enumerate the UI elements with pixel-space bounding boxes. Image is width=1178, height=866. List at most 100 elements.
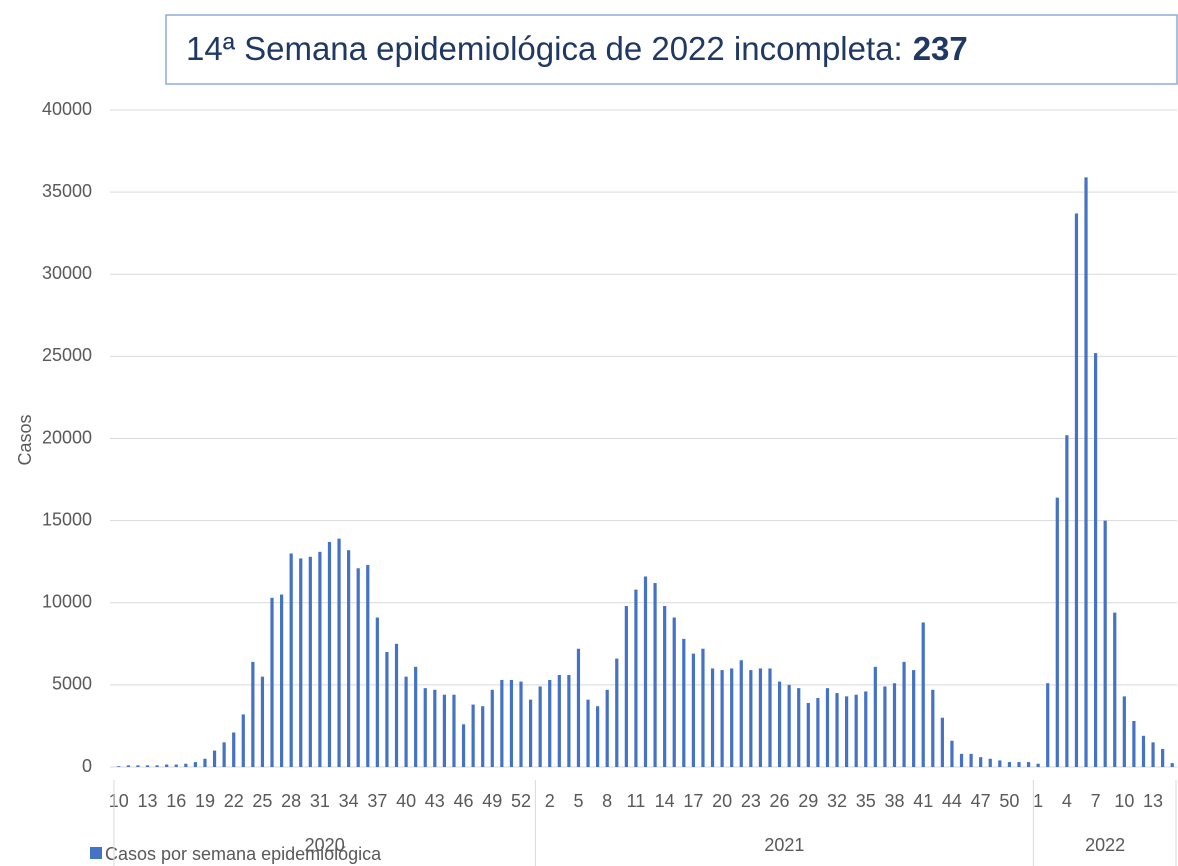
- x-tick-label: 44: [942, 791, 962, 811]
- bar: [1017, 762, 1021, 767]
- bar: [1141, 735, 1146, 767]
- bar: [979, 757, 983, 767]
- bar: [1151, 742, 1155, 767]
- bar: [873, 666, 877, 767]
- bar: [1132, 721, 1136, 767]
- bar: [1074, 213, 1079, 768]
- bar: [289, 553, 293, 767]
- bar: [165, 764, 169, 767]
- bar: [528, 699, 533, 767]
- bar: [1113, 612, 1117, 767]
- bar: [548, 679, 552, 767]
- legend-swatch: [90, 847, 102, 859]
- y-tick-label: 10000: [42, 592, 92, 612]
- x-tick-label: 13: [138, 791, 158, 811]
- bar: [596, 706, 600, 767]
- x-tick-label: 2: [545, 791, 555, 811]
- bar: [404, 676, 408, 767]
- bar: [356, 568, 360, 767]
- bar: [212, 750, 217, 767]
- bar: [193, 762, 198, 767]
- bar: [222, 742, 226, 767]
- bar: [643, 576, 648, 767]
- x-tick-label: 14: [655, 791, 675, 811]
- bar: [787, 684, 791, 767]
- x-tick-label: 37: [367, 791, 387, 811]
- group-label: 2021: [764, 835, 804, 855]
- bar: [931, 689, 935, 767]
- x-tick-label: 23: [741, 791, 761, 811]
- x-tick-label: 46: [454, 791, 474, 811]
- chart-title: 14ª Semana epidemiológica de 2022 incomp…: [186, 30, 968, 67]
- bar: [452, 694, 456, 767]
- x-tick-label: 10: [1114, 791, 1134, 811]
- bar: [1093, 353, 1098, 767]
- bar: [251, 661, 255, 767]
- x-tick-label: 25: [252, 791, 272, 811]
- y-tick-label: 35000: [42, 181, 92, 201]
- bar: [835, 693, 839, 767]
- x-tick-label: 16: [166, 791, 186, 811]
- bar: [883, 686, 887, 767]
- bar: [279, 594, 284, 767]
- bar: [768, 668, 772, 767]
- bar: [749, 670, 753, 767]
- y-tick-label: 5000: [52, 674, 92, 694]
- y-tick-label: 40000: [42, 99, 92, 119]
- bar: [1007, 762, 1012, 767]
- y-tick-label: 20000: [42, 427, 92, 447]
- bar: [825, 688, 830, 767]
- bar: [471, 704, 475, 767]
- bar: [969, 753, 973, 767]
- bar: [797, 688, 801, 767]
- bar: [1026, 762, 1031, 767]
- bar: [538, 686, 542, 767]
- bar: [490, 689, 494, 767]
- bar: [720, 670, 724, 767]
- bar: [691, 653, 695, 767]
- bar: [816, 698, 820, 767]
- bar: [509, 679, 514, 767]
- x-tick-label: 1: [1033, 791, 1043, 811]
- bar: [845, 696, 849, 767]
- bar: [557, 675, 561, 767]
- bar: [854, 694, 858, 767]
- x-tick-label: 20: [712, 791, 732, 811]
- x-tick-label: 52: [511, 791, 531, 811]
- x-tick-label: 49: [482, 791, 502, 811]
- bar: [1036, 763, 1040, 767]
- x-tick-label: 26: [770, 791, 790, 811]
- y-tick-label: 25000: [42, 345, 92, 365]
- bar: [758, 668, 763, 767]
- title-value: 237: [913, 30, 968, 67]
- bar: [1103, 520, 1107, 767]
- bar: [414, 666, 418, 767]
- bar: [701, 648, 705, 767]
- bar: [567, 675, 571, 767]
- bar: [337, 538, 341, 767]
- bar: [241, 714, 245, 767]
- bar: [155, 765, 159, 767]
- bar: [1170, 763, 1174, 767]
- x-tick-label: 47: [971, 791, 991, 811]
- bar: [682, 638, 686, 767]
- bar: [126, 765, 130, 767]
- x-tick-label: 11: [627, 791, 646, 811]
- bar: [634, 589, 638, 767]
- bar: [950, 740, 954, 767]
- x-tick-label: 50: [999, 791, 1019, 811]
- bar: [739, 660, 743, 767]
- bar: [892, 683, 897, 767]
- bar: [902, 661, 906, 767]
- x-tick-label: 34: [339, 791, 359, 811]
- x-tick-label: 8: [602, 791, 612, 811]
- bar: [385, 652, 389, 767]
- bar: [174, 764, 178, 767]
- bar: [184, 763, 188, 767]
- group-label: 2020: [305, 835, 345, 855]
- x-tick-label: 32: [827, 791, 847, 811]
- bar: [672, 617, 676, 767]
- x-tick-label: 10: [109, 791, 129, 811]
- bar: [1122, 696, 1126, 767]
- bar: [605, 689, 609, 767]
